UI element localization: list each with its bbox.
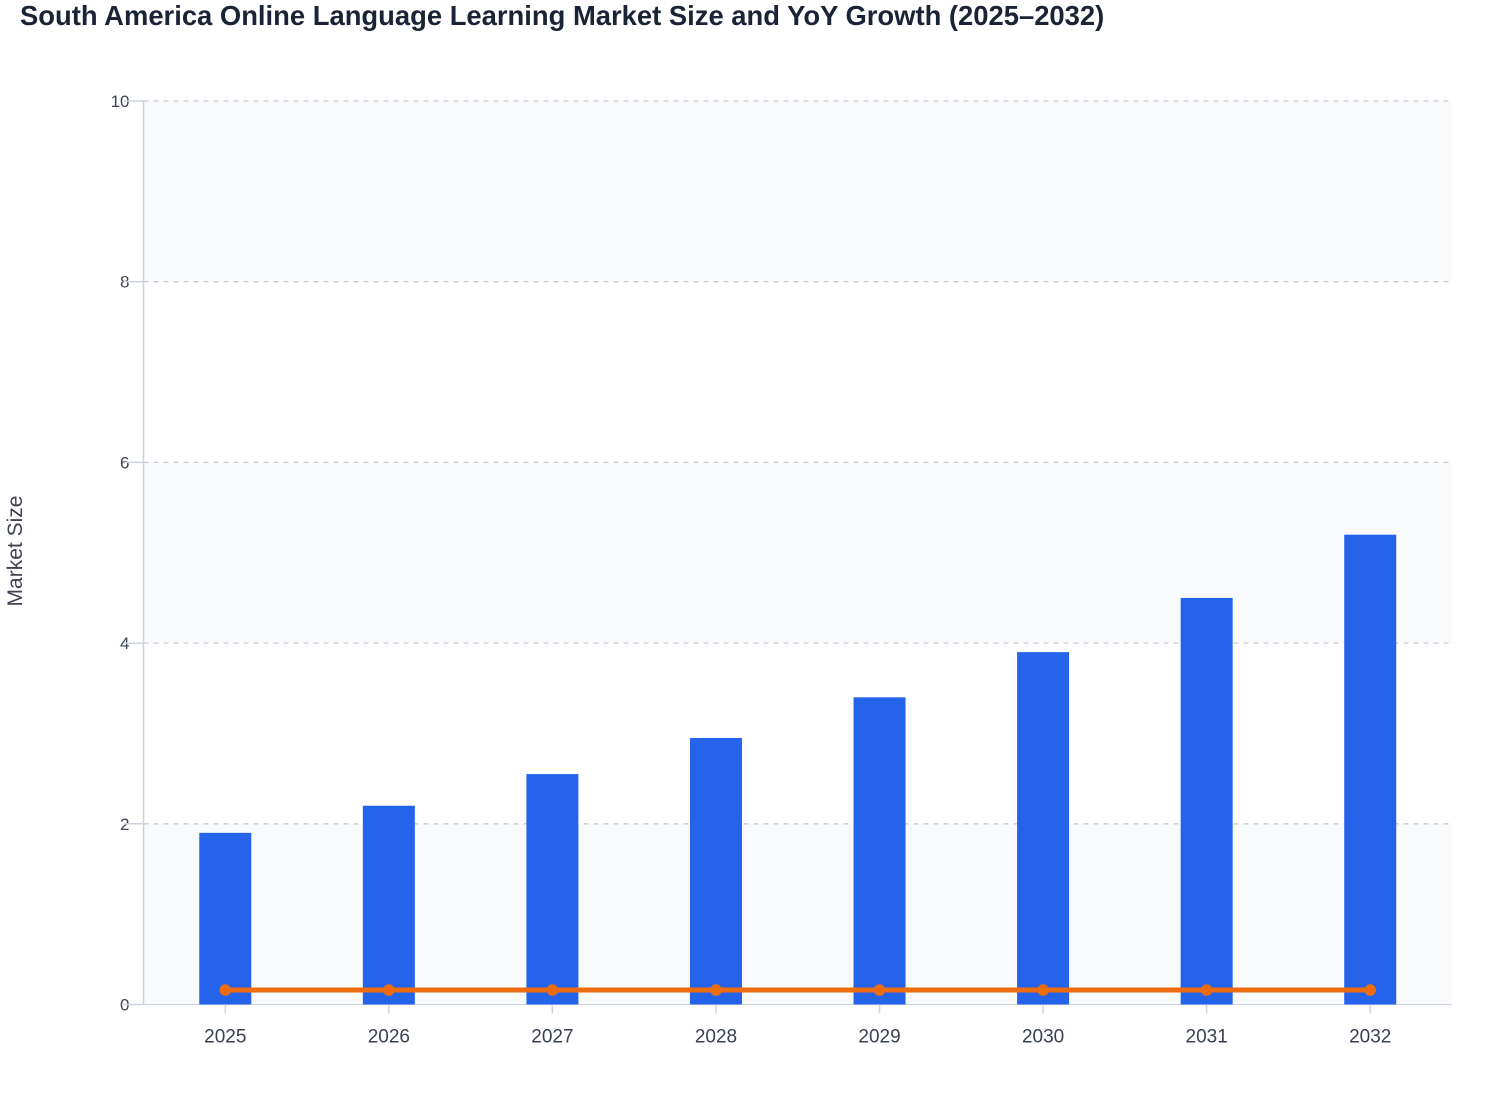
svg-text:2030: 2030: [1022, 1027, 1064, 1048]
svg-text:2032: 2032: [1349, 1027, 1391, 1048]
svg-text:2029: 2029: [858, 1027, 900, 1048]
svg-text:2026: 2026: [368, 1027, 410, 1048]
svg-text:2025: 2025: [204, 1027, 246, 1048]
svg-text:2031: 2031: [1186, 1027, 1228, 1048]
svg-text:Market Size: Market Size: [4, 496, 27, 607]
svg-text:2028: 2028: [695, 1027, 737, 1048]
svg-text:2027: 2027: [531, 1027, 573, 1048]
